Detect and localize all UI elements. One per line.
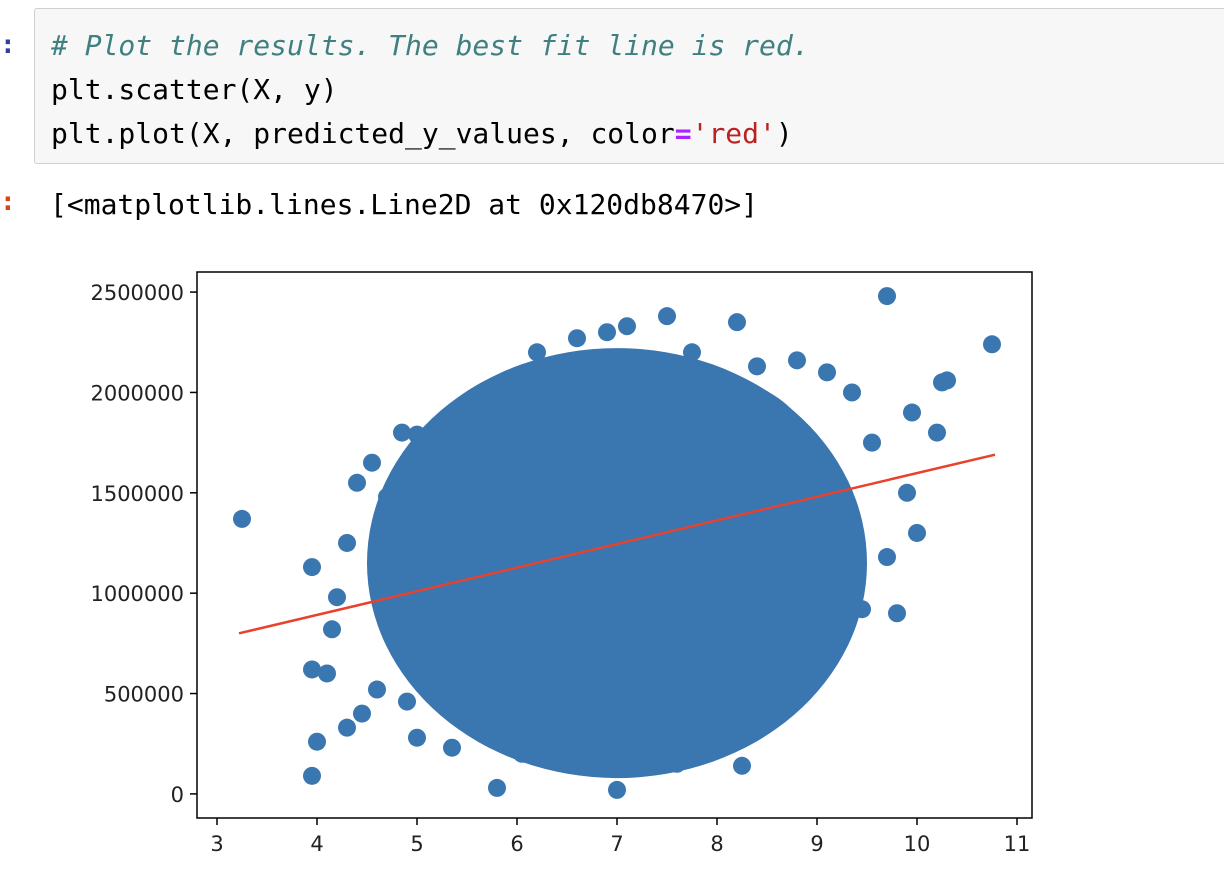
scatter-point [323, 620, 341, 639]
code-comment: # Plot the results. The best fit line is… [51, 29, 810, 62]
code-equals-operator: = [674, 117, 692, 150]
scatter-point [898, 483, 916, 502]
code-plot-suffix: ) [775, 117, 793, 150]
scatter-point [908, 523, 926, 542]
x-tick-label: 11 [1004, 832, 1031, 856]
scatter-point [303, 660, 321, 679]
x-tick-label: 5 [410, 832, 423, 856]
x-tick-label: 8 [710, 832, 723, 856]
scatter-point [388, 574, 406, 593]
x-tick-label: 10 [904, 832, 931, 856]
code-comment-line: # Plot the results. The best fit line is… [51, 29, 810, 62]
x-tick-label: 6 [510, 832, 523, 856]
scatter-point [303, 766, 321, 785]
scatter-point [443, 738, 461, 757]
scatter-point [408, 728, 426, 747]
point-cloud-top [467, 362, 807, 523]
code-plot-prefix: plt.plot(X, predicted_y_values, color [51, 117, 675, 150]
scatter-point [398, 692, 416, 711]
scatter-point [878, 287, 896, 306]
y-tick-label: 1500000 [90, 482, 184, 506]
scatter-point [683, 343, 701, 362]
scatter-point [828, 594, 846, 613]
point-cloud-bottom [427, 599, 767, 740]
scatter-point [458, 403, 476, 422]
scatter-point [378, 487, 396, 506]
x-tick-label: 9 [810, 832, 823, 856]
scatter-point [303, 558, 321, 577]
code-line-plot: plt.plot(X, predicted_y_values, color='r… [51, 117, 793, 150]
scatter-point [598, 323, 616, 342]
code-red-string: 'red' [691, 117, 776, 150]
scatter-point [418, 644, 436, 663]
code-input-area[interactable]: # Plot the results. The best fit line is… [34, 8, 1224, 164]
output-prompt: : [0, 187, 16, 217]
code-line-scatter: plt.scatter(X, y) [51, 73, 338, 106]
scatter-point [853, 600, 871, 619]
scatter-point [568, 329, 586, 348]
scatter-point [233, 509, 251, 528]
scatter-point [668, 754, 686, 773]
scatter-point [363, 453, 381, 472]
scatter-point [658, 307, 676, 326]
scatter-point [408, 425, 426, 444]
y-tick-label: 1000000 [90, 582, 184, 606]
scatter-point [938, 371, 956, 390]
best-fit-line [238, 453, 996, 635]
scatter-point [983, 335, 1001, 354]
scatter-point [728, 313, 746, 332]
scatter-point [618, 317, 636, 336]
scatter-point [903, 403, 921, 422]
x-tick-label: 7 [610, 832, 623, 856]
scatter-point [353, 704, 371, 723]
scatter-point [768, 660, 786, 679]
scatter-point [928, 423, 946, 442]
y-tick-label: 2000000 [90, 381, 184, 405]
output-text: [<matplotlib.lines.Line2D at 0x120db8470… [50, 188, 759, 221]
scatter-point [788, 351, 806, 370]
scatter-points [233, 287, 1001, 799]
axes-frame [196, 271, 1033, 819]
scatter-point [818, 363, 836, 382]
y-tick-label: 2500000 [90, 281, 184, 305]
y-tick-label: 500000 [104, 683, 184, 707]
scatter-point [748, 357, 766, 376]
scatter-point [548, 716, 566, 735]
scatter-point [483, 383, 501, 402]
scatter-point [338, 718, 356, 737]
scatter-point [393, 423, 411, 442]
x-tick-label: 3 [210, 832, 223, 856]
scatter-point [863, 433, 881, 452]
scatter-point [308, 732, 326, 751]
scatter-point [733, 756, 751, 775]
x-tick-label: 4 [310, 832, 323, 856]
scatter-point [498, 393, 516, 412]
scatter-point [318, 664, 336, 683]
scatter-point [843, 383, 861, 402]
scatter-point [488, 778, 506, 797]
scatter-point [708, 684, 726, 703]
scatter-point [513, 744, 531, 763]
scatter-point [368, 680, 386, 699]
point-cloud [367, 348, 867, 779]
scatter-point [338, 533, 356, 552]
y-tick-label: 0 [171, 783, 184, 807]
input-prompt: : [0, 30, 16, 60]
scatter-point [803, 664, 821, 683]
scatter-point [328, 588, 346, 607]
scatter-point [348, 473, 366, 492]
scatter-point [428, 503, 446, 522]
scatter-point [878, 548, 896, 567]
scatter-point [608, 780, 626, 799]
scatter-point [468, 704, 486, 723]
scatter-plot: 3 4 5 6 7 8 9 10 11 0 500000 1000000 1500000 2000000 2… [90, 271, 1033, 856]
scatter-point [528, 343, 546, 362]
scatter-point [638, 700, 656, 719]
scatter-point [438, 433, 456, 452]
scatter-point [888, 604, 906, 623]
scatter-point [588, 724, 606, 743]
